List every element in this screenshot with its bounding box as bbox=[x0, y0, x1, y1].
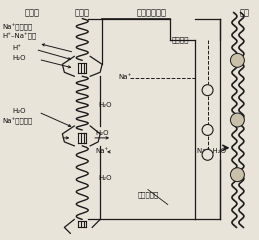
Text: H₂O: H₂O bbox=[95, 130, 109, 136]
Text: 紧密连接: 紧密连接 bbox=[172, 36, 189, 43]
Text: Na⁺ H₂O: Na⁺ H₂O bbox=[197, 148, 226, 154]
Text: Na⁺易化扩散: Na⁺易化扩散 bbox=[3, 118, 33, 125]
Circle shape bbox=[231, 53, 244, 67]
Text: Na⁺易化扩散: Na⁺易化扩散 bbox=[3, 24, 33, 31]
Circle shape bbox=[202, 149, 213, 160]
Text: 近球小管细胞: 近球小管细胞 bbox=[137, 9, 167, 18]
Text: Na⁺: Na⁺ bbox=[95, 148, 109, 154]
Text: H₂O: H₂O bbox=[98, 175, 112, 181]
Text: H₂O: H₂O bbox=[13, 55, 26, 61]
Text: H⁺: H⁺ bbox=[13, 45, 22, 51]
Text: H₂O: H₂O bbox=[98, 102, 112, 108]
Text: H₂O: H₂O bbox=[13, 108, 26, 114]
Text: 基膜: 基膜 bbox=[239, 9, 249, 18]
Text: 小管腔: 小管腔 bbox=[25, 9, 40, 18]
Text: 基底外侧膜: 基底外侧膜 bbox=[138, 192, 159, 198]
Text: Na⁺: Na⁺ bbox=[118, 74, 131, 80]
Circle shape bbox=[231, 168, 244, 182]
Circle shape bbox=[202, 85, 213, 96]
Circle shape bbox=[202, 125, 213, 135]
Circle shape bbox=[231, 113, 244, 127]
Text: H⁺–Na⁺交换: H⁺–Na⁺交换 bbox=[3, 32, 37, 40]
Text: 管腔膜: 管腔膜 bbox=[75, 9, 90, 18]
